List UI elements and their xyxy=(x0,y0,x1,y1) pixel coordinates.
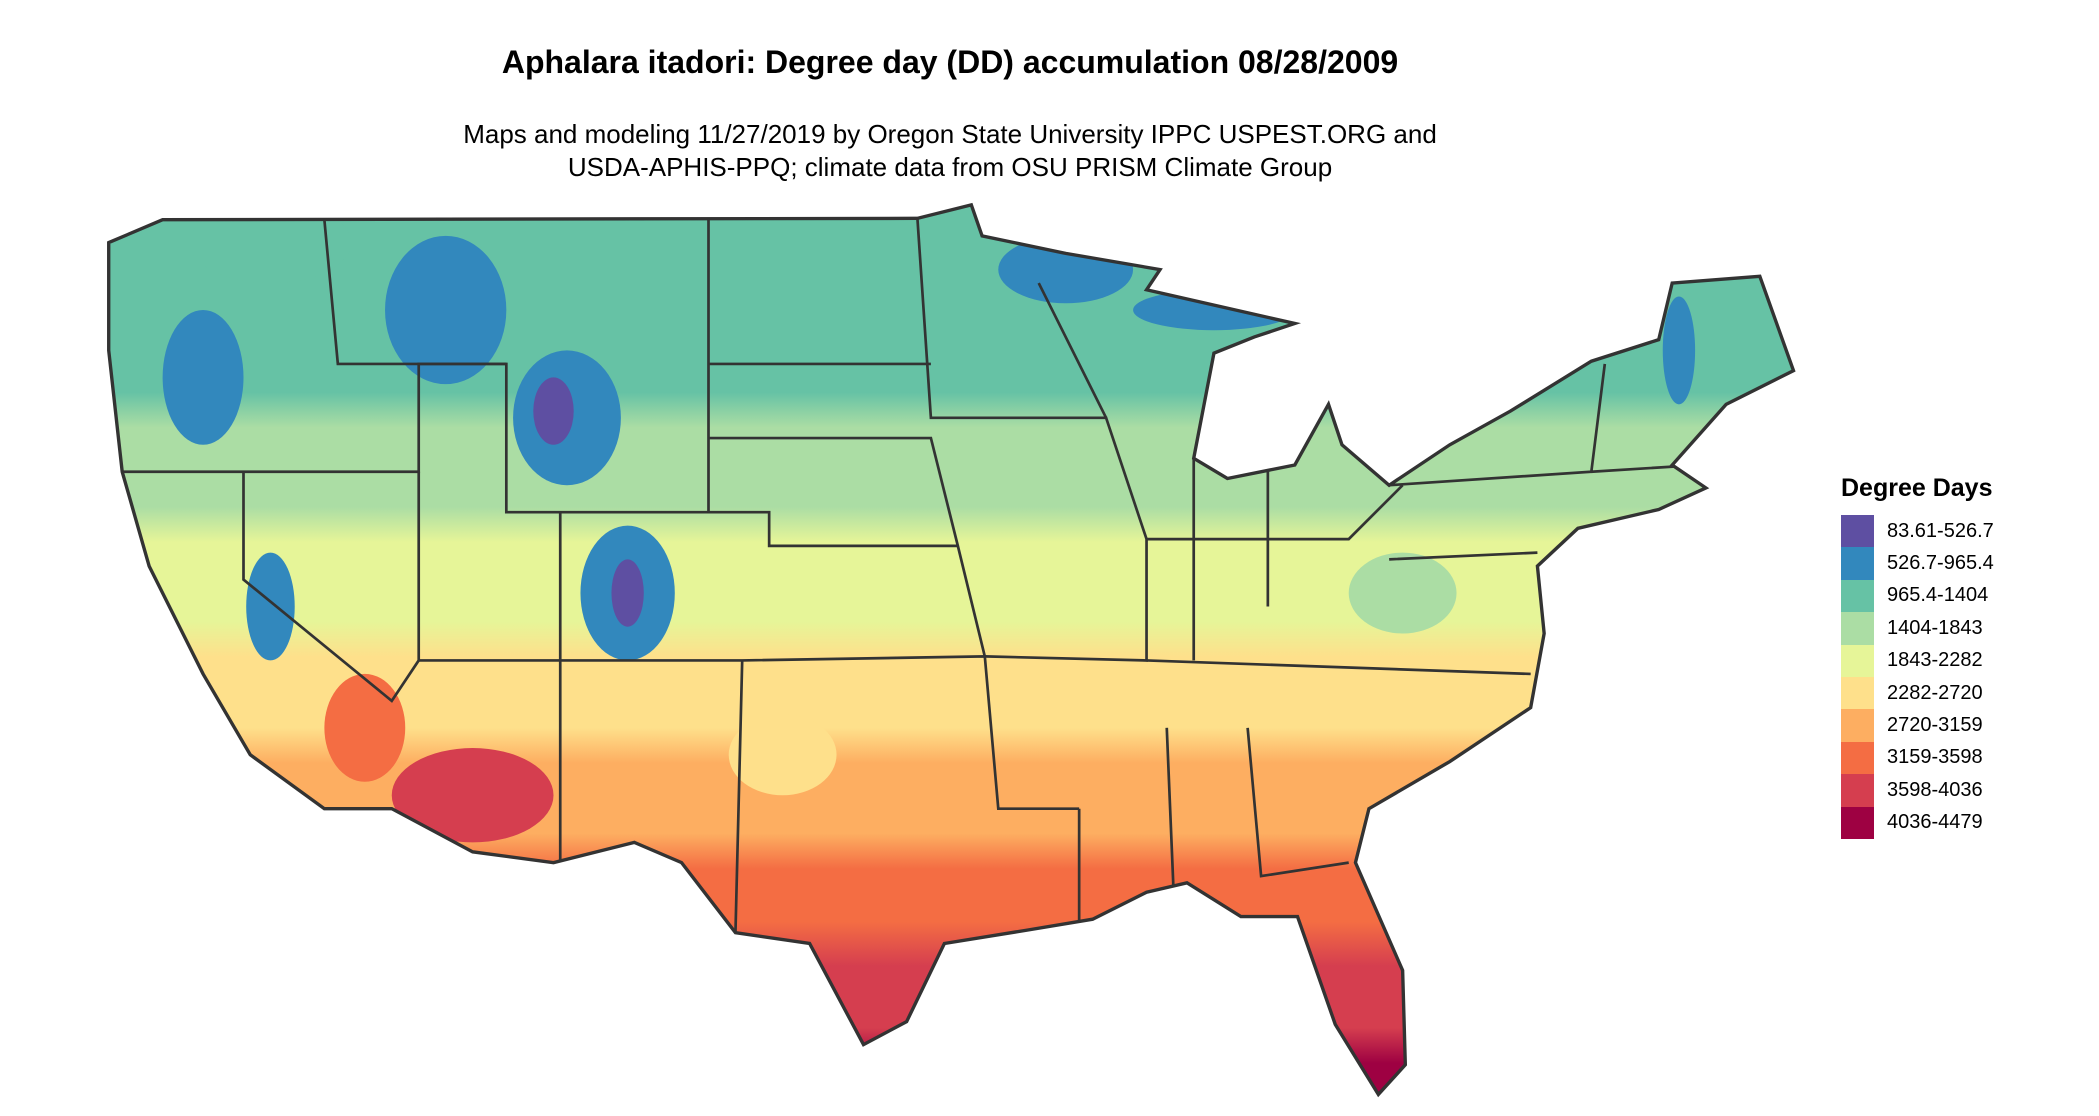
legend-swatch xyxy=(1841,806,1874,839)
legend-label: 3159-3598 xyxy=(1887,746,1983,769)
legend-swatch xyxy=(1841,515,1874,548)
legend: Degree Days 83.61-526.7 526.7-965.4 965.4-… xyxy=(1841,474,1994,839)
legend-swatch xyxy=(1841,612,1874,645)
legend-swatch xyxy=(1841,579,1874,613)
legend-item: 1843-2282 xyxy=(1841,644,1994,677)
legend-label: 1843-2282 xyxy=(1887,649,1983,672)
legend-item: 83.61-526.7 xyxy=(1841,515,1994,548)
legend-item: 1404-1843 xyxy=(1841,612,1994,645)
legend-label: 965.4-1404 xyxy=(1887,584,1989,607)
subtitle-line-2: USDA-APHIS-PPQ; climate data from OSU PR… xyxy=(567,152,1333,182)
legend-swatch xyxy=(1841,676,1874,710)
legend-item: 2720-3159 xyxy=(1841,709,1994,742)
legend-label: 526.7-965.4 xyxy=(1887,552,1994,575)
legend-swatch xyxy=(1841,741,1874,775)
legend-swatch xyxy=(1841,709,1874,742)
legend-item: 526.7-965.4 xyxy=(1841,547,1994,580)
legend-item: 3598-4036 xyxy=(1841,774,1994,807)
legend-item: 3159-3598 xyxy=(1841,741,1994,775)
legend-item: 965.4-1404 xyxy=(1841,579,1994,613)
legend-label: 2720-3159 xyxy=(1887,714,1983,737)
legend-label: 1404-1843 xyxy=(1887,616,1983,639)
map-title: Aphalara itadori: Degree day (DD) accumu… xyxy=(501,44,1399,80)
state-borders xyxy=(122,218,1700,933)
legend-swatch xyxy=(1841,547,1874,580)
subtitle-line-1: Maps and modeling 11/27/2019 by Oregon S… xyxy=(463,119,1437,149)
legend-label: 4036-4479 xyxy=(1887,811,1983,834)
legend-swatch xyxy=(1841,774,1874,807)
legend-label: 2282-2720 xyxy=(1887,681,1983,704)
legend-item: 4036-4479 xyxy=(1841,806,1994,839)
legend-swatch xyxy=(1841,644,1874,677)
map-subtitle: Maps and modeling 11/27/2019 by Oregon S… xyxy=(0,118,1900,184)
legend-title: Degree Days xyxy=(1841,474,1993,502)
legend-label: 83.61-526.7 xyxy=(1887,519,1994,542)
legend-item: 2282-2720 xyxy=(1841,676,1994,710)
legend-label: 3598-4036 xyxy=(1887,778,1983,801)
